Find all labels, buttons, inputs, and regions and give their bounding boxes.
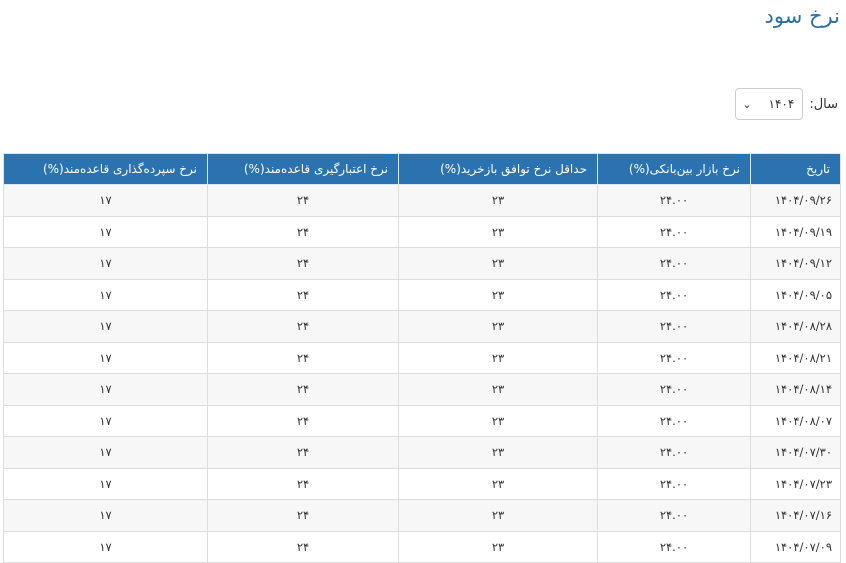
cell-deposit-rate: ۱۷ xyxy=(3,373,208,406)
cell-date: ۱۴۰۴/۰۸/۲۱ xyxy=(750,341,841,374)
interest-rate-table: تاریخ نرخ بازار بین‌بانکی(%) حداقل نرخ ت… xyxy=(3,153,841,563)
table-row: ۱۴۰۴/۰۷/۰۹ ۲۴.۰۰ ۲۳ ۲۴ ۱۷ xyxy=(3,530,841,563)
cell-deposit-rate: ۱۷ xyxy=(3,404,208,437)
table-row: ۱۴۰۴/۰۷/۳۰ ۲۴.۰۰ ۲۳ ۲۴ ۱۷ xyxy=(3,436,841,469)
cell-repo-rate: ۲۳ xyxy=(398,184,598,217)
header-deposit-rate[interactable]: نرخ سپرده‌گذاری قاعده‌مند(%) xyxy=(3,153,208,185)
header-lending-rate[interactable]: نرخ اعتبارگیری قاعده‌مند(%) xyxy=(207,153,399,185)
cell-repo-rate: ۲۳ xyxy=(398,530,598,563)
table-row: ۱۴۰۴/۰۸/۱۴ ۲۴.۰۰ ۲۳ ۲۴ ۱۷ xyxy=(3,373,841,406)
year-filter: سال: ۱۴۰۴ ⌄ xyxy=(735,88,838,120)
cell-interbank-rate: ۲۴.۰۰ xyxy=(597,310,751,343)
cell-lending-rate: ۲۴ xyxy=(207,404,399,437)
cell-date: ۱۴۰۴/۰۸/۱۴ xyxy=(750,373,841,406)
cell-interbank-rate: ۲۴.۰۰ xyxy=(597,247,751,280)
cell-repo-rate: ۲۳ xyxy=(398,404,598,437)
cell-lending-rate: ۲۴ xyxy=(207,184,399,217)
cell-lending-rate: ۲۴ xyxy=(207,373,399,406)
cell-lending-rate: ۲۴ xyxy=(207,499,399,532)
header-repo-rate[interactable]: حداقل نرخ توافق بازخرید(%) xyxy=(398,153,598,185)
cell-interbank-rate: ۲۴.۰۰ xyxy=(597,530,751,563)
cell-lending-rate: ۲۴ xyxy=(207,341,399,374)
cell-lending-rate: ۲۴ xyxy=(207,467,399,500)
cell-deposit-rate: ۱۷ xyxy=(3,436,208,469)
cell-repo-rate: ۲۳ xyxy=(398,310,598,343)
year-select-value: ۱۴۰۴ xyxy=(768,97,795,111)
cell-deposit-rate: ۱۷ xyxy=(3,247,208,280)
cell-deposit-rate: ۱۷ xyxy=(3,467,208,500)
cell-repo-rate: ۲۳ xyxy=(398,436,598,469)
cell-date: ۱۴۰۴/۰۸/۲۸ xyxy=(750,310,841,343)
table-row: ۱۴۰۴/۰۹/۱۹ ۲۴.۰۰ ۲۳ ۲۴ ۱۷ xyxy=(3,215,841,248)
cell-deposit-rate: ۱۷ xyxy=(3,341,208,374)
table-row: ۱۴۰۴/۰۸/۲۱ ۲۴.۰۰ ۲۳ ۲۴ ۱۷ xyxy=(3,341,841,374)
cell-repo-rate: ۲۳ xyxy=(398,215,598,248)
page-title: نرخ سود xyxy=(764,4,840,28)
cell-interbank-rate: ۲۴.۰۰ xyxy=(597,436,751,469)
cell-repo-rate: ۲۳ xyxy=(398,341,598,374)
cell-deposit-rate: ۱۷ xyxy=(3,530,208,563)
cell-lending-rate: ۲۴ xyxy=(207,278,399,311)
cell-lending-rate: ۲۴ xyxy=(207,530,399,563)
table-row: ۱۴۰۴/۰۹/۲۶ ۲۴.۰۰ ۲۳ ۲۴ ۱۷ xyxy=(3,184,841,217)
header-interbank-rate[interactable]: نرخ بازار بین‌بانکی(%) xyxy=(597,153,751,185)
cell-interbank-rate: ۲۴.۰۰ xyxy=(597,278,751,311)
cell-date: ۱۴۰۴/۰۹/۲۶ xyxy=(750,184,841,217)
table-row: ۱۴۰۴/۰۸/۲۸ ۲۴.۰۰ ۲۳ ۲۴ ۱۷ xyxy=(3,310,841,343)
table-row: ۱۴۰۴/۰۹/۰۵ ۲۴.۰۰ ۲۳ ۲۴ ۱۷ xyxy=(3,278,841,311)
cell-deposit-rate: ۱۷ xyxy=(3,310,208,343)
cell-date: ۱۴۰۴/۰۹/۱۲ xyxy=(750,247,841,280)
table-header-row: تاریخ نرخ بازار بین‌بانکی(%) حداقل نرخ ت… xyxy=(3,153,841,185)
table-row: ۱۴۰۴/۰۸/۰۷ ۲۴.۰۰ ۲۳ ۲۴ ۱۷ xyxy=(3,404,841,437)
cell-lending-rate: ۲۴ xyxy=(207,247,399,280)
cell-repo-rate: ۲۳ xyxy=(398,373,598,406)
year-select[interactable]: ۱۴۰۴ ⌄ xyxy=(735,88,804,120)
cell-interbank-rate: ۲۴.۰۰ xyxy=(597,404,751,437)
year-label: سال: xyxy=(809,96,838,112)
header-date[interactable]: تاریخ xyxy=(750,153,841,185)
chevron-down-icon: ⌄ xyxy=(742,97,752,111)
cell-repo-rate: ۲۳ xyxy=(398,467,598,500)
cell-deposit-rate: ۱۷ xyxy=(3,499,208,532)
cell-interbank-rate: ۲۴.۰۰ xyxy=(597,215,751,248)
cell-repo-rate: ۲۳ xyxy=(398,499,598,532)
cell-repo-rate: ۲۳ xyxy=(398,247,598,280)
cell-lending-rate: ۲۴ xyxy=(207,310,399,343)
cell-repo-rate: ۲۳ xyxy=(398,278,598,311)
cell-interbank-rate: ۲۴.۰۰ xyxy=(597,373,751,406)
cell-interbank-rate: ۲۴.۰۰ xyxy=(597,499,751,532)
cell-lending-rate: ۲۴ xyxy=(207,436,399,469)
cell-deposit-rate: ۱۷ xyxy=(3,184,208,217)
cell-date: ۱۴۰۴/۰۷/۳۰ xyxy=(750,436,841,469)
cell-date: ۱۴۰۴/۰۷/۰۹ xyxy=(750,530,841,563)
cell-lending-rate: ۲۴ xyxy=(207,215,399,248)
cell-date: ۱۴۰۴/۰۷/۲۳ xyxy=(750,467,841,500)
cell-date: ۱۴۰۴/۰۸/۰۷ xyxy=(750,404,841,437)
cell-interbank-rate: ۲۴.۰۰ xyxy=(597,467,751,500)
cell-interbank-rate: ۲۴.۰۰ xyxy=(597,341,751,374)
table-row: ۱۴۰۴/۰۷/۲۳ ۲۴.۰۰ ۲۳ ۲۴ ۱۷ xyxy=(3,467,841,500)
cell-deposit-rate: ۱۷ xyxy=(3,215,208,248)
table-row: ۱۴۰۴/۰۹/۱۲ ۲۴.۰۰ ۲۳ ۲۴ ۱۷ xyxy=(3,247,841,280)
cell-date: ۱۴۰۴/۰۹/۰۵ xyxy=(750,278,841,311)
table-row: ۱۴۰۴/۰۷/۱۶ ۲۴.۰۰ ۲۳ ۲۴ ۱۷ xyxy=(3,499,841,532)
cell-date: ۱۴۰۴/۰۷/۱۶ xyxy=(750,499,841,532)
cell-interbank-rate: ۲۴.۰۰ xyxy=(597,184,751,217)
cell-date: ۱۴۰۴/۰۹/۱۹ xyxy=(750,215,841,248)
cell-deposit-rate: ۱۷ xyxy=(3,278,208,311)
